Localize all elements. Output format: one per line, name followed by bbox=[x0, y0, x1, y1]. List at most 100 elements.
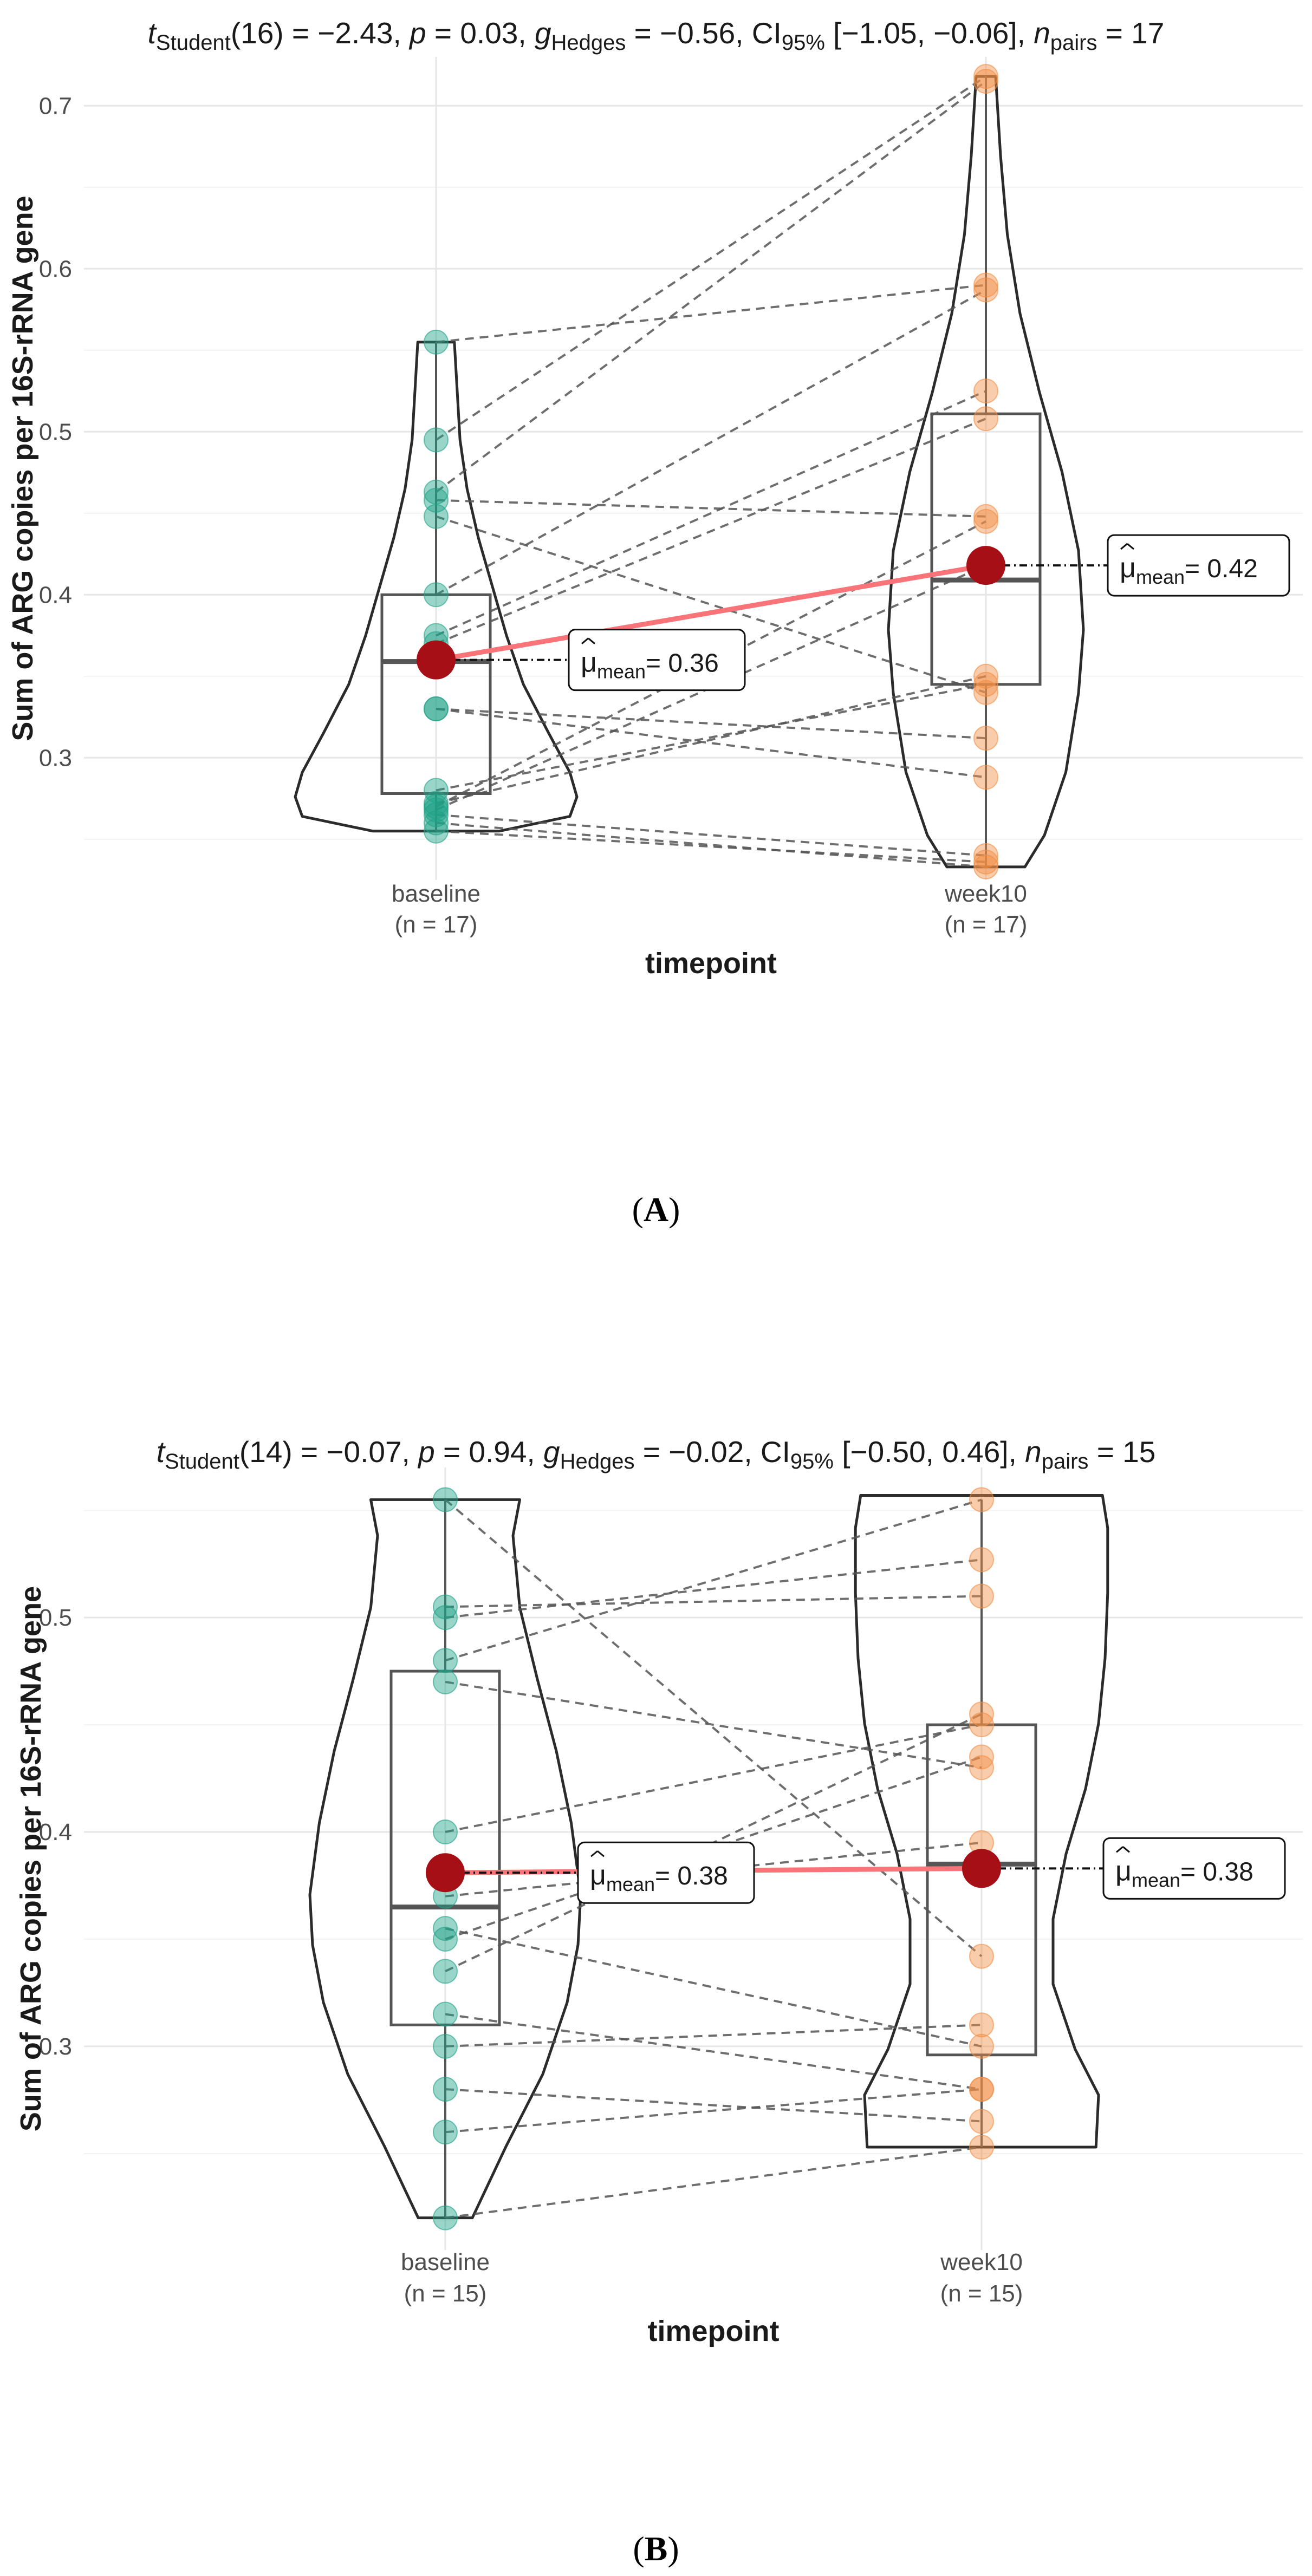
mean-symbol: μ bbox=[590, 1860, 606, 1891]
point-baseline bbox=[424, 810, 449, 836]
point-week10 bbox=[973, 849, 998, 875]
pair-line bbox=[445, 2088, 982, 2123]
panel-label-open: ( bbox=[632, 1190, 644, 1229]
title-g-value: = −0.56, CI bbox=[626, 16, 781, 50]
mean-label-text: μmean= 0.38 bbox=[590, 1860, 728, 1895]
mean-label-text: μmean= 0.42 bbox=[1120, 552, 1258, 588]
x-tick-n-label: (n = 17) bbox=[945, 911, 1028, 938]
y-tick-label: 0.6 bbox=[39, 256, 72, 282]
pair-line bbox=[445, 2013, 982, 2091]
y-tick-label: 0.3 bbox=[39, 2033, 72, 2060]
mean-subscript: mean bbox=[1136, 566, 1185, 588]
title-n-value: = 17 bbox=[1097, 16, 1164, 50]
title-g-sub: Hedges bbox=[551, 31, 626, 55]
pair-line bbox=[445, 2024, 982, 2047]
point-week10 bbox=[973, 726, 998, 751]
mean-value: = 0.38 bbox=[1180, 1857, 1253, 1886]
pair-line bbox=[436, 390, 986, 637]
panel-label: (A) bbox=[632, 1190, 680, 1229]
pair-line bbox=[436, 515, 986, 694]
pair-line bbox=[436, 813, 986, 857]
y-tick-label: 0.4 bbox=[39, 582, 72, 608]
mean-point-week10 bbox=[962, 1849, 1001, 1888]
y-tick-label: 0.7 bbox=[39, 93, 72, 119]
pair-line bbox=[436, 289, 986, 596]
mean-label-text: μmean= 0.36 bbox=[581, 647, 719, 683]
hat-mark bbox=[590, 1850, 598, 1857]
stat-title: tStudent(14) = −0.07, p = 0.94, gHedges … bbox=[157, 1435, 1156, 1473]
title-p-symbol: p bbox=[417, 1435, 435, 1469]
y-tick-label: 0.3 bbox=[39, 745, 72, 771]
paired-lines bbox=[444, 1498, 983, 2219]
title-p-value: = 0.03, bbox=[426, 16, 535, 50]
title-t-sub: Student bbox=[156, 31, 231, 55]
panel-label-close: ) bbox=[667, 2529, 679, 2568]
pair-line bbox=[436, 683, 986, 792]
pair-line bbox=[445, 2088, 982, 2134]
point-week10 bbox=[969, 1487, 994, 1512]
violin-week10 bbox=[887, 75, 1085, 869]
title-p-value: = 0.94, bbox=[435, 1435, 543, 1469]
title-g-symbol: g bbox=[543, 1435, 560, 1469]
point-week10 bbox=[969, 2012, 994, 2038]
violin-baseline bbox=[308, 1498, 582, 2220]
pair-line bbox=[445, 1558, 982, 1619]
mean-value: = 0.36 bbox=[646, 649, 719, 678]
hat-mark bbox=[597, 1850, 605, 1857]
title-t-value: = −2.43, bbox=[284, 16, 410, 50]
point-baseline bbox=[433, 1594, 458, 1620]
mean-subscript: mean bbox=[1132, 1869, 1180, 1891]
hat-mark bbox=[1120, 543, 1128, 550]
point-baseline bbox=[433, 2001, 458, 2027]
point-baseline bbox=[433, 2205, 458, 2231]
title-t-symbol: t bbox=[148, 16, 158, 50]
pair-line bbox=[445, 1595, 982, 1608]
panel-label-letter: A bbox=[644, 1190, 668, 1229]
point-week10 bbox=[969, 2134, 994, 2160]
pair-line bbox=[436, 284, 986, 343]
y-axis-title: Sum of ARG copies per 16S-rRNA gene bbox=[7, 195, 39, 741]
point-week10 bbox=[973, 69, 998, 94]
pair-line bbox=[435, 80, 987, 493]
point-week10 bbox=[969, 1755, 994, 1781]
x-tick-label-week10: week10 bbox=[940, 2249, 1023, 2275]
point-baseline bbox=[424, 329, 449, 355]
mean-line bbox=[433, 563, 989, 663]
title-ci-sub: 95% bbox=[782, 31, 825, 55]
title-g-symbol: g bbox=[535, 16, 551, 50]
y-tick-label: 0.5 bbox=[39, 419, 72, 445]
pair-line bbox=[445, 1927, 982, 2047]
mean-value: = 0.42 bbox=[1185, 555, 1258, 583]
mean-point-baseline bbox=[426, 1853, 465, 1893]
mean-label-box bbox=[1107, 534, 1290, 597]
title-ci-sub: 95% bbox=[790, 1450, 834, 1473]
x-axis-title: timepoint bbox=[648, 2315, 780, 2347]
x-tick-label-week10: week10 bbox=[944, 881, 1027, 907]
point-week10 bbox=[969, 2033, 994, 2059]
mean-label-box bbox=[1102, 1837, 1286, 1900]
point-week10 bbox=[969, 1744, 994, 1770]
y-axis-title: Sum of ARG copies per 16S-rRNA gene bbox=[15, 1586, 47, 2131]
mean-value: = 0.38 bbox=[655, 1862, 728, 1890]
point-baseline bbox=[424, 427, 449, 453]
title-n-symbol: n bbox=[1034, 16, 1050, 50]
hat-mark bbox=[1127, 543, 1134, 550]
title-t-df: (14) bbox=[239, 1435, 293, 1469]
mean-symbol: μ bbox=[1115, 1855, 1132, 1887]
point-week10 bbox=[973, 671, 998, 697]
title-t-df: (16) bbox=[231, 16, 284, 50]
panel-label-close: ) bbox=[668, 1190, 680, 1229]
pair-line bbox=[435, 75, 987, 441]
x-tick-label-baseline: baseline bbox=[401, 2249, 490, 2275]
violin-baseline bbox=[294, 341, 579, 833]
point-week10 bbox=[969, 1944, 994, 1969]
hat-mark bbox=[1116, 1846, 1123, 1853]
point-baseline bbox=[433, 2077, 458, 2102]
x-axis-title: timepoint bbox=[645, 947, 777, 980]
title-ci-value: [−0.50, 0.46], bbox=[834, 1435, 1025, 1469]
mean-symbol: μ bbox=[1120, 552, 1136, 584]
